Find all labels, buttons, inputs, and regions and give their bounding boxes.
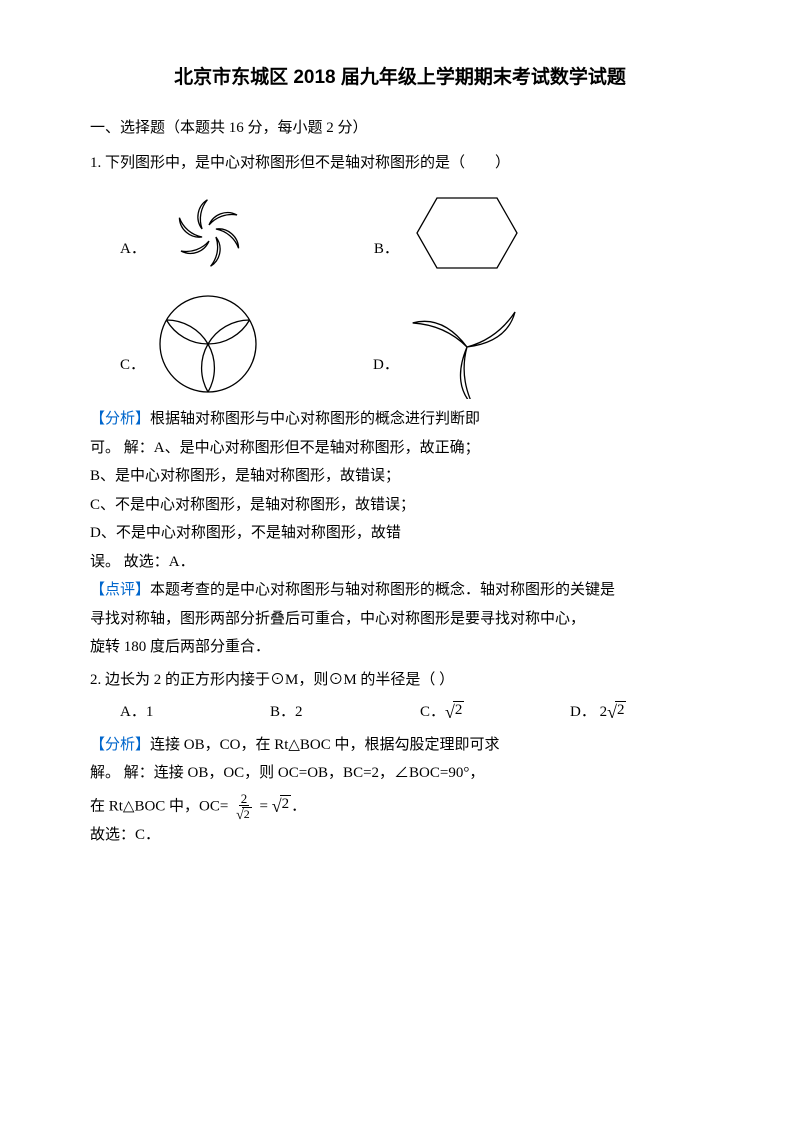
- q1-fig-row-2: C． D．: [120, 289, 710, 399]
- q1-comment: 【点评】本题考查的是中心对称图形与轴对称图形的概念．轴对称图形的关键是: [90, 576, 710, 605]
- frac-den: √2: [234, 806, 254, 821]
- q2-opt-d-pre: D． 2: [570, 704, 607, 720]
- comment-label: 【点评】: [90, 582, 150, 598]
- pinwheel-icon: [154, 183, 264, 283]
- triblade-icon: [407, 289, 527, 399]
- sqrt-icon: √2: [236, 807, 252, 821]
- analysis-label: 【分析】: [90, 411, 150, 427]
- hexagon-icon: [407, 183, 527, 283]
- frac-num: 2: [239, 792, 250, 807]
- q2-opt-d: D． 2√2: [570, 698, 730, 727]
- q1-sol-2: B、是中心对称图形，是轴对称图形，故错误；: [90, 462, 710, 491]
- q1-fig-row-1: A． B．: [120, 183, 710, 283]
- q1-comment-3: 旋转 180 度后两部分重合．: [90, 633, 710, 662]
- q1-option-b: B．: [374, 183, 527, 283]
- q2-stem: 2. 边长为 2 的正方形内接于⊙M，则⊙M 的半径是（ ）: [90, 666, 710, 695]
- q2-opt-c-pre: C．: [420, 704, 445, 720]
- q2-sol-1: 解。 解：连接 OB，OC，则 OC=OB，BC=2，∠BOC=90°，: [90, 759, 710, 788]
- q1-label-d: D．: [373, 351, 399, 380]
- q2-period: ．: [291, 798, 306, 814]
- q2-options: A．1 B．2 C．√2 D． 2√2: [120, 698, 710, 727]
- q1-sol-1: 可。 解：A、是中心对称图形但不是轴对称图形，故正确；: [90, 434, 710, 463]
- q1-label-a: A．: [120, 235, 146, 264]
- q2-sol-2-pre: 在 Rt△BOC 中，OC=: [90, 798, 228, 814]
- q1-label-c: C．: [120, 351, 145, 380]
- sqrt-icon: √2: [445, 701, 464, 719]
- q1-sol-4: D、不是中心对称图形，不是轴对称图形，故错: [90, 519, 710, 548]
- analysis-label: 【分析】: [90, 737, 150, 753]
- fraction: 2 √2: [234, 792, 254, 822]
- q1-sol-3: C、不是中心对称图形，是轴对称图形，故错误；: [90, 491, 710, 520]
- q1-stem: 1. 下列图形中，是中心对称图形但不是轴对称图形的是（ ）: [90, 149, 710, 178]
- q1-comment-1: 本题考查的是中心对称图形与轴对称图形的概念．轴对称图形的关键是: [150, 582, 615, 598]
- section-heading: 一、选择题（本题共 16 分，每小题 2 分）: [90, 114, 710, 143]
- q2-sol-2: 在 Rt△BOC 中，OC= 2 √2 = √2．: [90, 792, 710, 822]
- trefoil-icon: [153, 289, 263, 399]
- q2-opt-b: B．2: [270, 698, 420, 727]
- q2-opt-a: A．1: [120, 698, 270, 727]
- q1-option-d: D．: [373, 289, 527, 399]
- q2-analysis: 【分析】连接 OB，CO，在 Rt△BOC 中，根据勾股定理即可求: [90, 731, 710, 760]
- sqrt-icon: √2: [272, 795, 291, 813]
- q1-label-b: B．: [374, 235, 399, 264]
- q2-analysis-text: 连接 OB，CO，在 Rt△BOC 中，根据勾股定理即可求: [150, 737, 499, 753]
- q1-option-a: A．: [120, 183, 264, 283]
- page-title: 北京市东城区 2018 届九年级上学期期末考试数学试题: [90, 60, 710, 96]
- q2-sol-3: 故选：C．: [90, 821, 710, 850]
- sqrt-icon: √2: [607, 701, 626, 719]
- q1-sol-5: 误。 故选：A．: [90, 548, 710, 577]
- q1-comment-2: 寻找对称轴，图形两部分折叠后可重合，中心对称图形是要寻找对称中心，: [90, 605, 710, 634]
- q1-analysis-text: 根据轴对称图形与中心对称图形的概念进行判断即: [150, 411, 480, 427]
- q2-eq: =: [260, 798, 268, 814]
- q2-opt-c: C．√2: [420, 698, 570, 727]
- q1-analysis: 【分析】根据轴对称图形与中心对称图形的概念进行判断即: [90, 405, 710, 434]
- q1-option-c: C．: [120, 289, 263, 399]
